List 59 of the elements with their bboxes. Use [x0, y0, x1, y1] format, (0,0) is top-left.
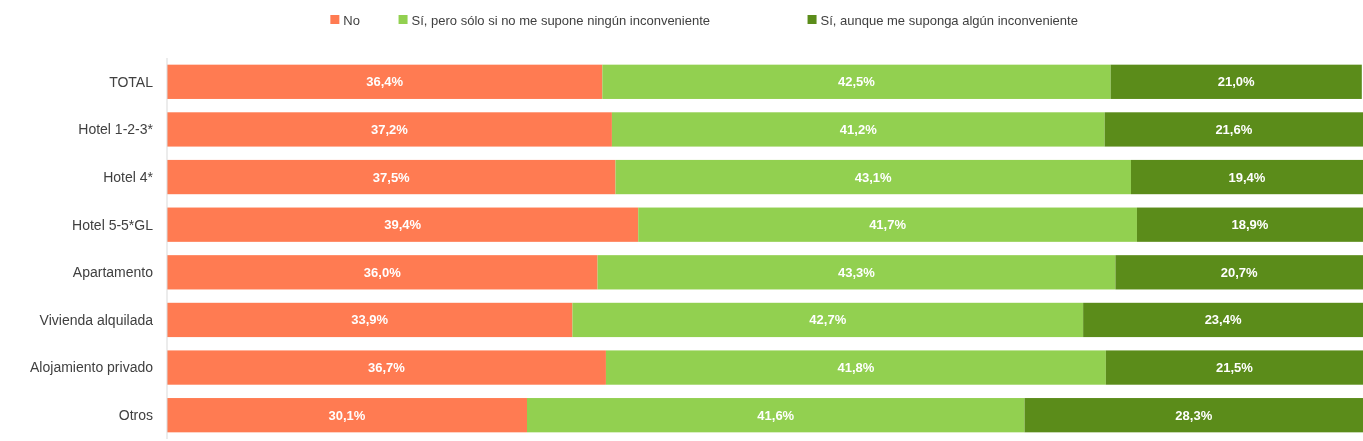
data-label: 21,6%: [1215, 121, 1253, 137]
data-label: 37,2%: [371, 121, 409, 137]
bar: [167, 350, 606, 385]
bar: [167, 398, 527, 433]
data-label: 18,9%: [1231, 217, 1269, 233]
bar: [1024, 398, 1363, 433]
data-label: 28,3%: [1175, 407, 1213, 423]
data-label: 21,5%: [1215, 360, 1254, 376]
bar: [615, 159, 1131, 195]
bar: [597, 255, 1116, 290]
data-label: 36,4%: [366, 74, 404, 90]
data-label: 23,4%: [1204, 312, 1242, 328]
data-label: 43,3%: [838, 264, 876, 280]
bar: [572, 302, 1084, 338]
bar: [611, 112, 1105, 147]
bar: [167, 64, 603, 99]
data-label: 43,1%: [854, 169, 893, 185]
legend-label: Sí, pero sólo si no me supone ningún inconveniente: [411, 12, 711, 28]
legend-label: Sí, aunque me suponga algún inconveniente: [820, 12, 1078, 28]
y-tick-label: Apartamento: [72, 264, 154, 281]
bar: [1110, 64, 1362, 99]
data-label: 30,1%: [328, 407, 366, 423]
legend-label: No: [343, 12, 360, 28]
bar: [1104, 112, 1363, 147]
data-label: 36,0%: [363, 264, 402, 280]
bar: [1136, 207, 1363, 242]
bar: [1115, 255, 1363, 290]
data-label: 41,8%: [837, 360, 875, 376]
bar: [167, 112, 612, 147]
bar: [602, 64, 1111, 99]
y-tick-label: TOTAL: [109, 73, 154, 90]
bar: [638, 207, 1137, 242]
data-label: 19,4%: [1228, 169, 1266, 185]
bar: [527, 398, 1025, 433]
data-label: 42,5%: [838, 74, 876, 90]
data-label: 37,5%: [372, 169, 411, 185]
data-label: 36,7%: [368, 360, 406, 376]
y-tick-label: Otros: [118, 407, 153, 424]
data-label: 41,7%: [869, 217, 907, 233]
bar: [1130, 159, 1363, 195]
data-label: 21,0%: [1217, 74, 1256, 90]
data-label: 42,7%: [809, 312, 847, 328]
bar: [605, 350, 1106, 385]
data-label: 33,9%: [351, 312, 389, 328]
y-tick-label: Hotel 1-2-3*: [78, 121, 154, 138]
data-label: 20,7%: [1220, 264, 1259, 280]
y-tick-label: Hotel 4*: [103, 168, 154, 185]
bar: [167, 255, 598, 290]
bar: [1105, 350, 1363, 385]
bar: [1083, 302, 1363, 338]
bar: [167, 207, 639, 242]
data-label: 39,4%: [384, 217, 422, 233]
y-tick-label: Vivienda alquilada: [39, 311, 154, 328]
y-tick-label: Hotel 5-5*GL: [72, 216, 154, 233]
y-tick-label: Alojamiento privado: [30, 359, 154, 376]
bar: [167, 302, 573, 338]
data-label: 41,2%: [839, 121, 878, 137]
bar: [167, 159, 616, 195]
data-label: 41,6%: [757, 407, 795, 423]
